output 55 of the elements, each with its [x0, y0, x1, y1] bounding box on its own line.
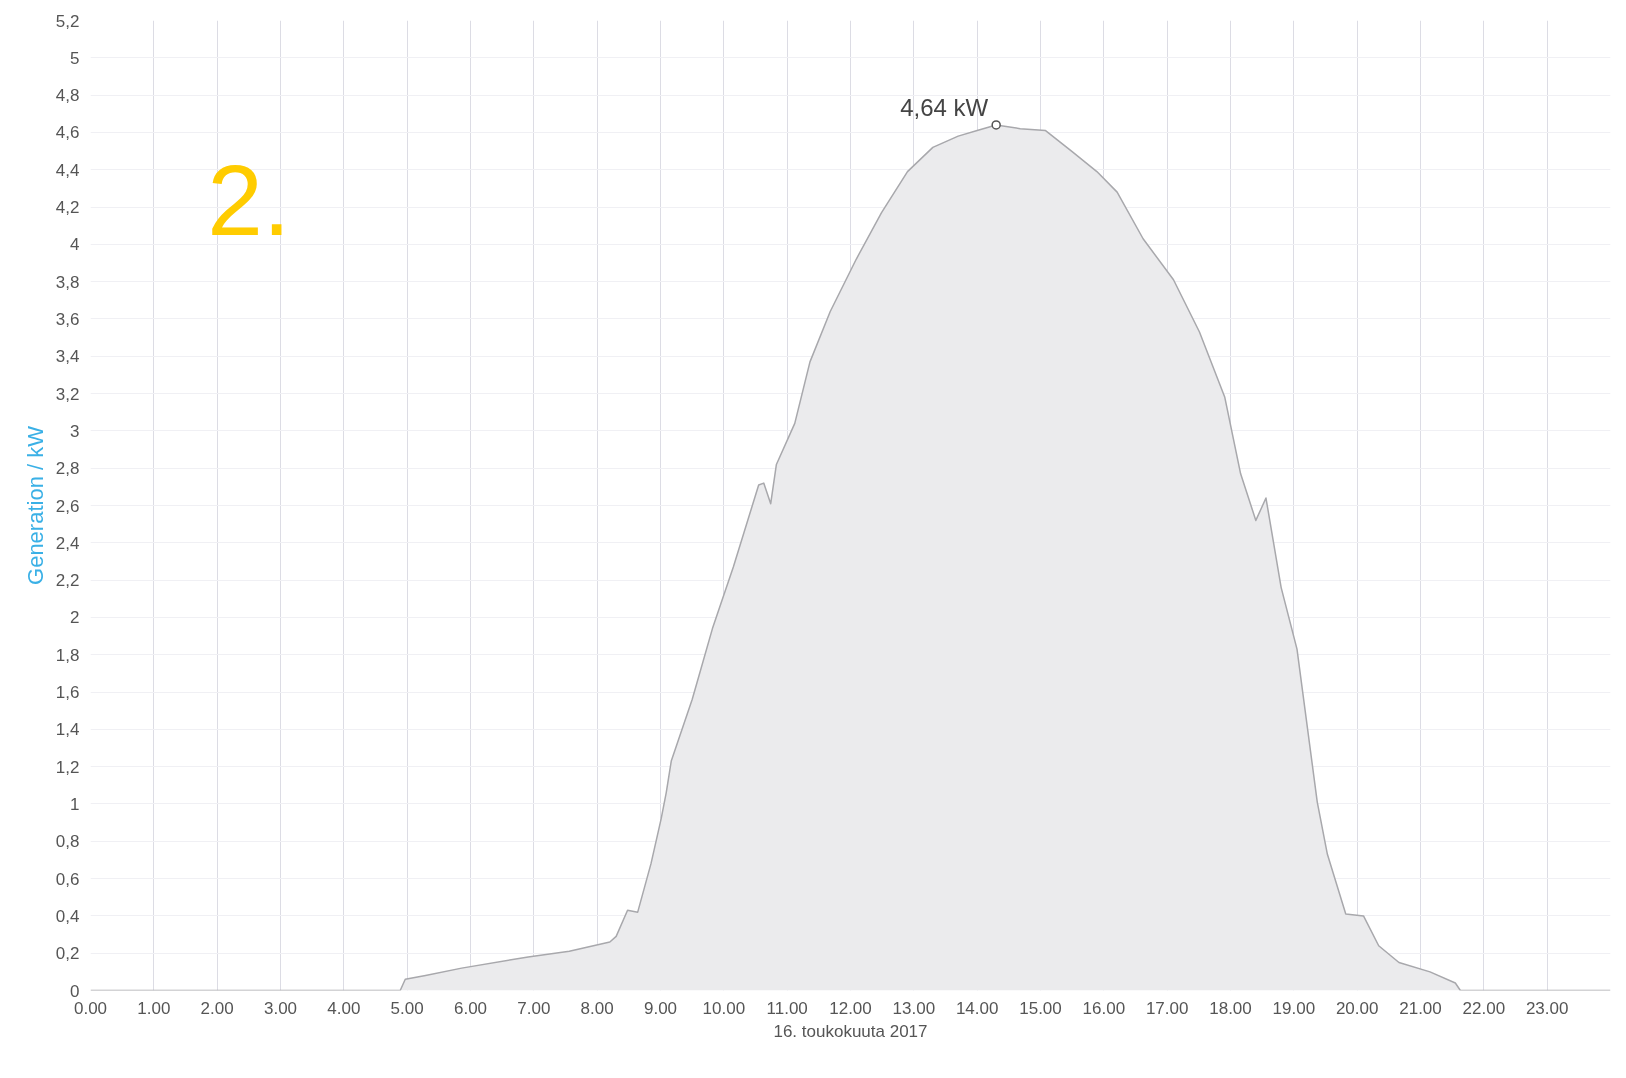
x-tick-label: 13.00	[892, 998, 936, 1018]
x-tick-label: 4.00	[327, 998, 361, 1018]
y-tick-label: 4,6	[55, 123, 80, 143]
y-tick-label: 3,8	[55, 272, 80, 292]
y-tick-label: 4,4	[55, 160, 80, 180]
y-tick-label: 1	[70, 794, 80, 814]
y-axis-title: Generation / kW	[22, 425, 48, 585]
y-tick-label: 3	[70, 421, 80, 441]
y-tick-label: 0,8	[55, 832, 80, 852]
x-tick-label: 19.00	[1272, 998, 1316, 1018]
x-tick-label: 16.00	[1082, 998, 1126, 1018]
x-tick-label: 9.00	[643, 998, 678, 1018]
x-tick-label: 21.00	[1399, 998, 1442, 1018]
y-tick-label: 4,8	[55, 86, 80, 106]
x-tick-label: 18.00	[1209, 998, 1252, 1018]
y-tick-label: 0,4	[55, 906, 80, 926]
y-tick-label: 4,2	[55, 198, 80, 218]
y-tick-label: 1,6	[55, 683, 80, 703]
x-tick-label: 14.00	[955, 998, 999, 1018]
x-axis-title: 16. toukokuuta 2017	[773, 1021, 928, 1041]
y-tick-label: 2,4	[55, 533, 80, 553]
y-tick-label: 3,2	[55, 384, 80, 404]
x-tick-label: 10.00	[702, 998, 746, 1018]
y-tick-label: 4	[70, 235, 80, 255]
y-tick-label: 0,6	[55, 869, 80, 889]
x-tick-label: 6.00	[453, 998, 488, 1018]
annotation: 2.	[207, 144, 291, 257]
y-tick-label: 1,2	[55, 757, 80, 777]
x-tick-label: 2.00	[200, 998, 234, 1018]
y-tick-label: 3,4	[55, 347, 80, 367]
x-tick-label: 23.00	[1525, 998, 1569, 1018]
y-tick-label: 5,2	[55, 11, 80, 31]
x-tick-label: 20.00	[1335, 998, 1379, 1018]
y-tick-label: 2,6	[55, 496, 80, 516]
x-tick-label: 12.00	[829, 998, 872, 1018]
x-tick-label: 17.00	[1145, 998, 1189, 1018]
x-tick-label: 11.00	[766, 998, 808, 1018]
y-tick-label: 2,8	[55, 459, 80, 479]
annotation: 4,64 kW	[900, 93, 989, 121]
x-tick-label: 3.00	[263, 998, 298, 1018]
y-tick-label: 1,4	[55, 720, 80, 740]
y-tick-label: 2,2	[55, 571, 80, 591]
x-tick-label: 0.00	[73, 998, 108, 1018]
x-tick-label: 5.00	[390, 998, 424, 1018]
x-tick-label: 7.00	[517, 998, 551, 1018]
y-tick-label: 2	[70, 608, 80, 628]
x-tick-label: 22.00	[1462, 998, 1506, 1018]
y-tick-label: 1,8	[55, 645, 80, 665]
y-tick-label: 0	[70, 981, 80, 1001]
x-tick-label: 8.00	[580, 998, 614, 1018]
y-tick-label: 5	[70, 48, 80, 68]
y-tick-label: 0,2	[55, 944, 80, 964]
x-tick-label: 1.00	[137, 998, 171, 1018]
y-tick-label: 3,6	[55, 309, 80, 329]
x-tick-label: 15.00	[1019, 998, 1062, 1018]
